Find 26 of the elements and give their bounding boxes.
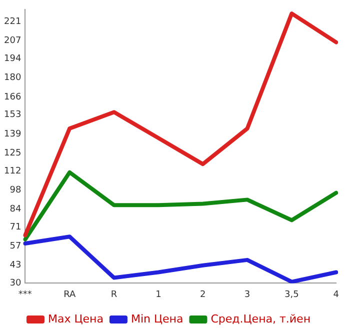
x-tick-label: R: [110, 290, 118, 300]
y-tick-label: 125: [4, 148, 22, 158]
y-tick-label: 84: [10, 204, 22, 215]
legend-label: Min Цена: [130, 312, 184, 326]
legend-label: Сред.Цена, т.йен: [210, 312, 311, 326]
x-tick-label: 4: [333, 290, 340, 300]
y-tick-label: 221: [4, 17, 22, 28]
y-tick-label: 207: [4, 36, 22, 46]
x-tick-label: 2: [200, 290, 206, 300]
x-tick-label: ***: [18, 290, 32, 300]
x-tick-label: RA: [64, 290, 76, 300]
y-tick-label: 180: [4, 73, 22, 84]
x-tick-label: 1: [156, 290, 162, 300]
y-tick-label: 57: [10, 242, 22, 252]
y-tick-label: 112: [4, 166, 22, 176]
y-tick-label: 98: [10, 185, 22, 196]
y-tick-label: 71: [10, 222, 22, 232]
y-tick-label: 194: [4, 54, 22, 64]
y-tick-label: 166: [4, 92, 22, 102]
y-tick-label: 139: [4, 129, 22, 140]
x-tick-label: 3: [244, 290, 250, 300]
y-tick-label: 30: [10, 278, 22, 289]
y-tick-label: 153: [4, 110, 22, 120]
y-tick-label: 43: [10, 260, 22, 271]
legend-label: Max Цена: [48, 312, 104, 326]
x-tick-label: 3,5: [284, 290, 299, 300]
